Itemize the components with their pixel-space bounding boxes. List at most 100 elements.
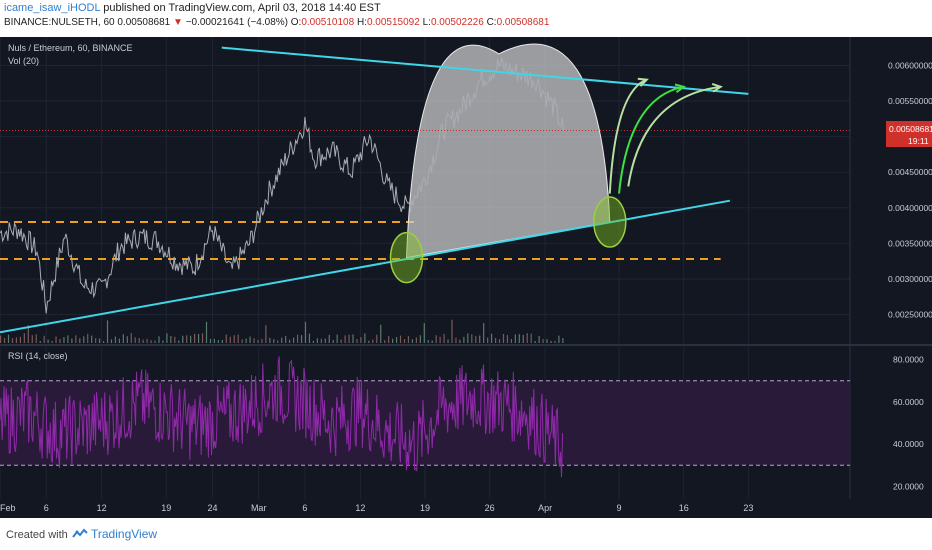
volume-bar: [7, 334, 10, 343]
price-series: [0, 57, 850, 314]
volume-bar: [201, 333, 204, 343]
forecast-arrow: [627, 85, 721, 187]
price-line: [0, 57, 565, 314]
volume-bar: [162, 340, 164, 343]
volume-bar: [83, 336, 85, 343]
volume-bar: [455, 337, 457, 343]
volume-bar: [166, 333, 168, 343]
volume-bar: [526, 333, 528, 343]
volume-bar: [281, 337, 283, 343]
volume-bar: [261, 338, 263, 343]
volume-bar: [118, 338, 120, 343]
publish-info: icame_isaw_iHODL published on TradingVie…: [4, 2, 381, 14]
time-tick-label: Feb: [0, 503, 16, 513]
volume-bar: [110, 339, 113, 343]
volume-bar: [221, 339, 223, 343]
trendlines: [0, 46, 749, 334]
price-tick-label: 0.00300000: [888, 274, 932, 284]
price-badge-countdown: 19:11: [908, 136, 929, 146]
volume-bar: [308, 333, 311, 343]
price-badge: 0.00508681 19:11: [886, 121, 932, 147]
volume-bar: [550, 340, 552, 343]
time-tick-label: 19: [420, 503, 430, 513]
time-tick-label: 9: [617, 503, 622, 513]
volume-bar: [146, 338, 148, 343]
volume-bar: [158, 336, 160, 343]
volume-bar: [43, 335, 45, 343]
upper-trendline: [221, 46, 749, 95]
symbol-label: BINANCE:NULSETH, 60: [4, 17, 115, 28]
volume-bar: [356, 338, 358, 343]
tradingview-logo[interactable]: TradingView: [72, 527, 157, 541]
time-tick-label: 19: [161, 503, 171, 513]
volume-bar: [122, 334, 124, 343]
rsi-line: [0, 356, 564, 478]
volume-bar: [269, 337, 271, 343]
volume-bar: [534, 340, 536, 343]
volume-bar: [554, 340, 556, 343]
time-tick-label: Apr: [538, 503, 552, 513]
price-badge-bg: [886, 121, 932, 147]
volume-bar: [411, 339, 414, 343]
volume-bar: [249, 336, 251, 343]
change-value: −0.00021641 (−4.08%): [185, 17, 288, 28]
volume-bar: [328, 334, 330, 343]
last-price: 0.00508681: [117, 17, 171, 28]
rsi-band: [0, 380, 850, 466]
forecast-arrow: [608, 78, 648, 194]
volume-bar: [289, 339, 291, 343]
time-tick-label: 6: [302, 503, 307, 513]
volume-label: Vol (20): [8, 56, 39, 66]
volume-bar: [506, 334, 509, 343]
volume-bar: [225, 334, 227, 343]
chart-area[interactable]: 0.006000000.005500000.005000000.00450000…: [0, 37, 932, 518]
volume-bar: [15, 337, 18, 343]
price-axis[interactable]: 0.006000000.005500000.005000000.00450000…: [888, 60, 932, 319]
chart-canvas[interactable]: 0.006000000.005500000.005000000.00450000…: [0, 37, 932, 518]
volume-bar: [316, 338, 318, 343]
volume-bar: [479, 335, 481, 343]
author-link[interactable]: icame_isaw_iHODL: [4, 2, 101, 14]
volume-bar: [463, 336, 465, 343]
volume-bar: [79, 338, 81, 343]
volume-bar: [154, 340, 156, 343]
volume-bar: [451, 319, 453, 343]
time-tick-label: 26: [485, 503, 495, 513]
volume-bar: [380, 324, 382, 343]
time-axis[interactable]: Feb 6 12 19 24 Mar 6 12 19 26 Apr 9 16 23: [0, 503, 753, 513]
price-tick-label: 0.00550000: [888, 96, 932, 106]
volume-bar: [273, 339, 275, 343]
volume-bar: [510, 338, 512, 343]
volume-bar: [91, 335, 93, 343]
main-pane-title: Nuls / Ethereum, 60, BINANCE: [8, 43, 133, 53]
time-tick-label: 16: [679, 503, 689, 513]
volume-bar: [407, 336, 410, 343]
volume-bar: [514, 334, 516, 343]
volume-bar: [23, 333, 25, 343]
volume-bar: [35, 334, 37, 343]
volume-bar: [558, 335, 560, 343]
volume-bar: [51, 340, 53, 343]
volume-bar: [388, 336, 390, 343]
price-badge-value: 0.00508681: [889, 124, 932, 134]
volume-bar: [403, 339, 406, 343]
tradingview-brand: TradingView: [91, 527, 158, 541]
volume-bar: [419, 335, 421, 343]
marker-circle: [593, 196, 627, 248]
volume-bar: [106, 320, 109, 343]
rsi-axis[interactable]: 80.0000 60.0000 40.0000 20.0000: [893, 355, 924, 492]
volume-bar: [47, 339, 49, 343]
forecast-arrows: [608, 77, 723, 194]
volume-bar: [384, 340, 386, 343]
time-tick-label: 12: [97, 503, 107, 513]
volume-bar: [257, 340, 259, 343]
volume-bar: [0, 335, 2, 343]
rsi-tick-label: 20.0000: [893, 481, 924, 491]
forecast-arrowhead: [637, 77, 649, 87]
marker-circles: [389, 196, 627, 284]
volume-bar: [546, 339, 548, 343]
price-tick-label: 0.00250000: [888, 310, 932, 320]
lower-trendline: [0, 199, 731, 334]
volume-bars: [0, 319, 564, 343]
open-value: 0.00510108: [301, 17, 355, 28]
